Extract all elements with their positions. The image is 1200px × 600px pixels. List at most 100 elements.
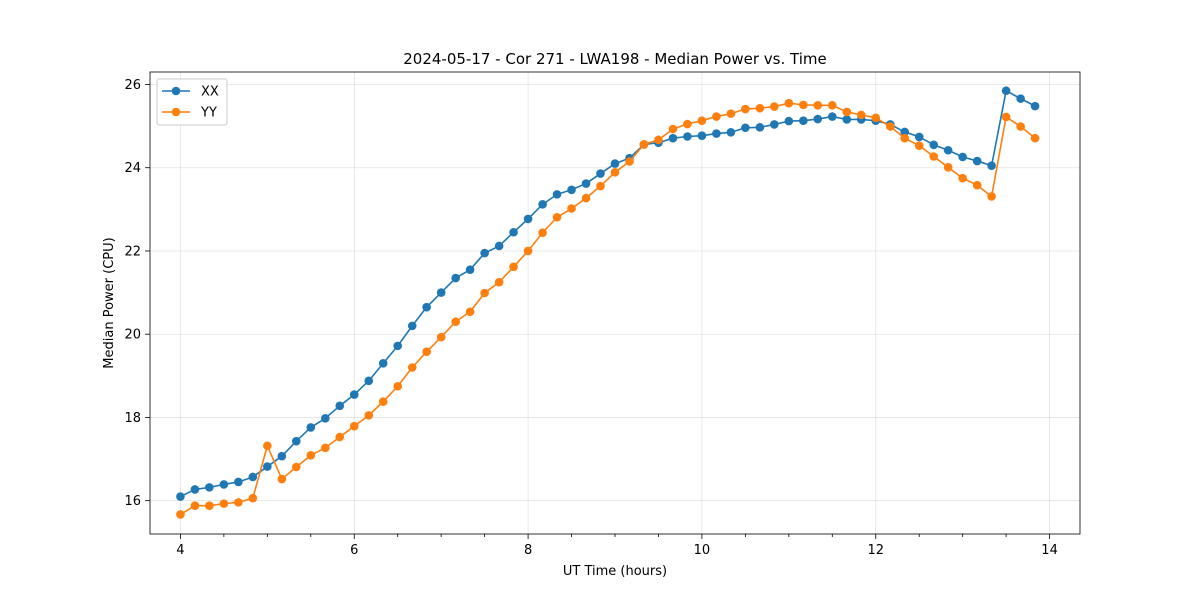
data-point-xx bbox=[291, 436, 301, 446]
legend-marker-yy bbox=[171, 107, 181, 117]
data-point-xx bbox=[538, 200, 547, 209]
data-point-yy bbox=[972, 180, 982, 190]
legend-marker-xx bbox=[171, 86, 181, 96]
data-point-yy bbox=[335, 432, 345, 442]
data-point-xx bbox=[567, 185, 576, 195]
data-point-yy bbox=[567, 204, 576, 213]
data-point-xx bbox=[349, 390, 359, 399]
data-point-yy bbox=[770, 102, 779, 111]
series-yy bbox=[176, 98, 1040, 519]
x-axis: 4 6 8 10 12 14 bbox=[176, 534, 1058, 558]
data-point-yy bbox=[538, 228, 547, 237]
data-point-xx bbox=[263, 462, 272, 471]
data-point-yy bbox=[610, 168, 620, 177]
data-point-xx bbox=[958, 152, 967, 162]
data-point-xx bbox=[842, 115, 852, 124]
data-point-yy bbox=[755, 103, 765, 113]
data-point-yy bbox=[451, 317, 460, 327]
x-tick-label: 4 bbox=[176, 543, 184, 558]
y-tick-label: 16 bbox=[124, 494, 141, 509]
data-point-yy bbox=[552, 212, 562, 222]
data-point-yy bbox=[856, 110, 866, 120]
data-point-xx bbox=[784, 116, 794, 126]
data-point-yy bbox=[1016, 122, 1025, 131]
data-point-yy bbox=[465, 307, 475, 317]
data-point-yy bbox=[581, 193, 591, 203]
chart-title: 2024-05-17 - Cor 271 - LWA198 - Median P… bbox=[403, 50, 827, 68]
legend-label-yy: YY bbox=[200, 106, 217, 121]
data-point-yy bbox=[625, 157, 634, 166]
data-point-yy bbox=[306, 451, 316, 460]
y-tick-label: 20 bbox=[124, 328, 141, 343]
data-point-xx bbox=[248, 472, 258, 482]
data-point-yy bbox=[176, 510, 185, 519]
data-point-yy bbox=[827, 101, 837, 110]
data-point-xx bbox=[465, 265, 475, 275]
data-point-yy bbox=[741, 104, 750, 114]
data-point-xx bbox=[596, 169, 605, 178]
x-tick-label: 10 bbox=[694, 543, 711, 558]
data-point-yy bbox=[190, 501, 200, 511]
data-point-xx bbox=[581, 179, 591, 188]
data-point-yy bbox=[523, 246, 533, 256]
data-point-yy bbox=[958, 173, 967, 183]
data-point-yy bbox=[1030, 133, 1040, 143]
x-tick-label: 6 bbox=[350, 543, 358, 558]
data-point-yy bbox=[422, 347, 431, 357]
data-point-xx bbox=[451, 273, 460, 283]
data-point-xx bbox=[943, 145, 953, 155]
data-point-yy bbox=[885, 122, 895, 131]
data-point-xx bbox=[494, 241, 504, 251]
data-point-xx bbox=[436, 288, 446, 297]
data-point-xx bbox=[393, 341, 403, 351]
data-point-xx bbox=[306, 423, 316, 432]
data-point-xx bbox=[277, 451, 287, 461]
data-point-xx bbox=[770, 120, 779, 129]
data-point-yy bbox=[668, 124, 678, 134]
data-point-xx bbox=[813, 114, 823, 124]
data-point-xx bbox=[480, 248, 489, 258]
x-axis-label: UT Time (hours) bbox=[563, 564, 667, 579]
data-point-xx bbox=[900, 127, 909, 137]
data-point-yy bbox=[349, 421, 359, 431]
data-point-xx bbox=[1001, 86, 1011, 96]
series-layer bbox=[176, 86, 1040, 519]
data-point-xx bbox=[234, 477, 243, 487]
data-point-yy bbox=[480, 288, 489, 298]
data-point-yy bbox=[987, 192, 996, 201]
data-point-xx bbox=[219, 480, 229, 489]
x-tick-label: 12 bbox=[867, 543, 884, 558]
y-tick-label: 26 bbox=[124, 78, 141, 93]
x-tick-label: 8 bbox=[524, 543, 532, 558]
data-point-yy bbox=[813, 101, 823, 110]
data-point-xx bbox=[364, 376, 374, 386]
y-tick-label: 18 bbox=[124, 411, 141, 426]
data-point-yy bbox=[219, 499, 229, 508]
data-point-yy bbox=[248, 493, 258, 503]
data-point-xx bbox=[726, 128, 736, 137]
legend: XX YY bbox=[156, 78, 228, 126]
data-point-xx bbox=[668, 133, 678, 143]
data-point-xx bbox=[929, 140, 939, 150]
data-point-yy bbox=[205, 501, 214, 511]
data-point-yy bbox=[914, 141, 924, 150]
data-point-yy bbox=[784, 98, 794, 108]
data-point-yy bbox=[654, 135, 663, 145]
data-point-yy bbox=[929, 152, 939, 161]
data-point-yy bbox=[277, 474, 287, 484]
data-point-yy bbox=[321, 443, 330, 453]
y-tick-label: 24 bbox=[124, 161, 141, 176]
data-point-xx bbox=[523, 214, 533, 224]
data-point-yy bbox=[596, 181, 605, 191]
data-point-yy bbox=[943, 163, 953, 172]
data-point-xx bbox=[176, 492, 185, 501]
data-point-yy bbox=[509, 262, 518, 272]
data-point-xx bbox=[610, 159, 620, 168]
y-tick-label: 22 bbox=[124, 244, 141, 259]
x-tick-label: 14 bbox=[1041, 543, 1058, 558]
data-point-yy bbox=[291, 462, 301, 472]
data-point-yy bbox=[393, 381, 403, 391]
data-point-yy bbox=[639, 140, 649, 149]
data-point-xx bbox=[190, 485, 200, 494]
